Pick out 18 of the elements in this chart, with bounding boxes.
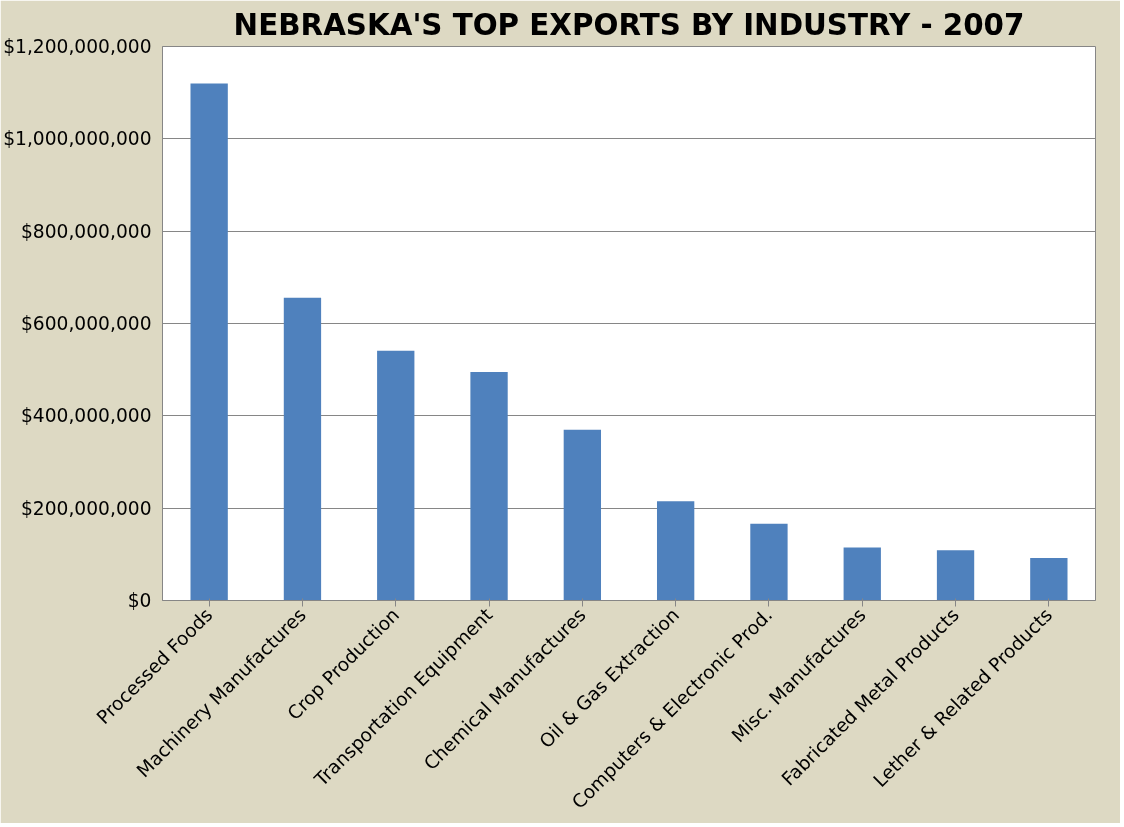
chart-title: NEBRASKA'S TOP EXPORTS BY INDUSTRY - 2007 <box>233 7 1025 42</box>
bar <box>190 83 228 601</box>
y-tick-label: $400,000,000 <box>20 405 152 427</box>
y-tick-label: $1,200,000,000 <box>3 36 152 57</box>
y-tick-label: $200,000,000 <box>20 497 152 519</box>
y-tick-label: $600,000,000 <box>20 313 152 334</box>
bar <box>843 547 881 601</box>
y-tick-label: $0 <box>127 590 152 611</box>
y-tick-label: $800,000,000 <box>20 220 152 242</box>
bar <box>470 371 508 601</box>
bar <box>563 429 602 601</box>
bar <box>750 523 788 601</box>
bar <box>936 550 975 601</box>
bar <box>283 297 322 601</box>
bar <box>656 501 695 601</box>
bar <box>1030 558 1068 601</box>
bar <box>377 350 415 601</box>
y-tick-label: $1,000,000,000 <box>3 128 152 150</box>
